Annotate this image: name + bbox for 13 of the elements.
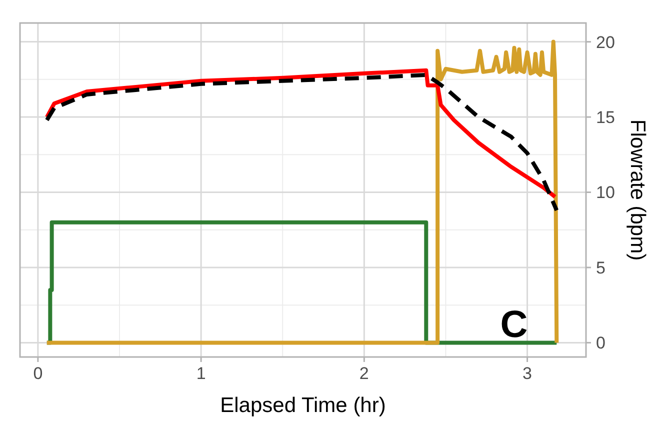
x-axis-title: Elapsed Time (hr) xyxy=(220,394,386,417)
y-tick-label: 20 xyxy=(596,32,615,52)
y-tick-label: 5 xyxy=(596,258,606,278)
x-tick-label: 2 xyxy=(359,364,369,383)
x-tick-label: 0 xyxy=(33,364,43,383)
y-tick-label: 15 xyxy=(596,108,615,127)
line-series xyxy=(44,40,559,345)
y-tick-label: 10 xyxy=(596,183,615,202)
annotation: C xyxy=(500,304,528,346)
x-tick-label: 3 xyxy=(522,364,532,383)
x-tick-label: 1 xyxy=(196,364,206,383)
y-tick-label: 0 xyxy=(596,334,606,353)
y-axis-title: Flowrate (bpm) xyxy=(626,119,648,261)
